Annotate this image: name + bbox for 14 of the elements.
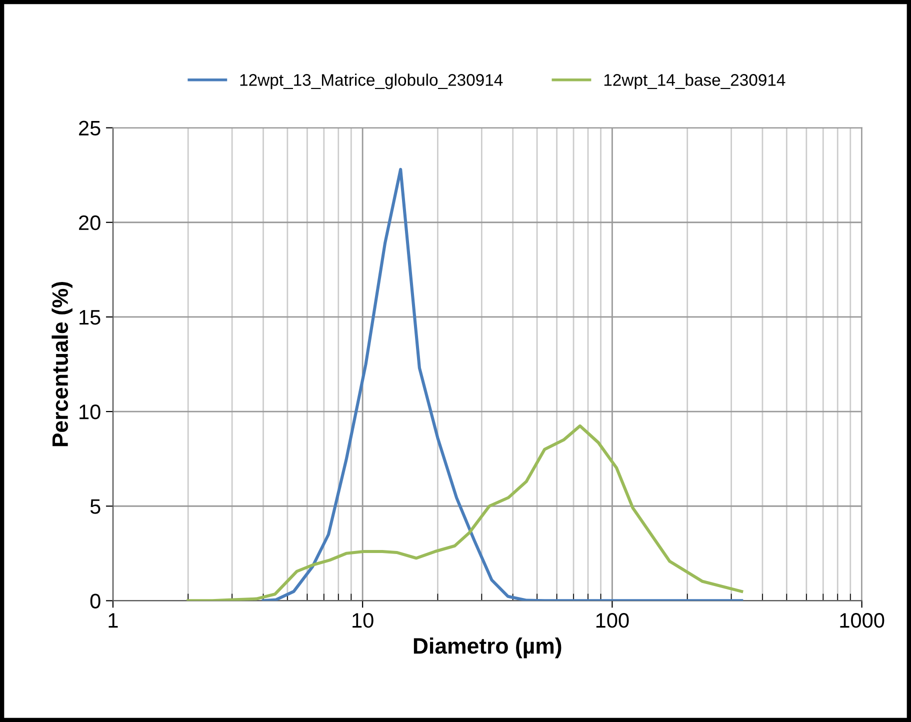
x-tick-label: 1 [108, 613, 118, 628]
y-tick-label: 0 [90, 594, 100, 608]
y-tick-label: 20 [79, 215, 100, 230]
x-tick-label: 10 [352, 613, 374, 628]
legend-label: 12wpt_13_Matrice_globulo_230914 [240, 74, 503, 90]
x-tick-label: 100 [596, 613, 629, 628]
x-axis-title: Diametro (µm) [414, 637, 562, 658]
y-tick-label: 10 [80, 404, 100, 420]
y-tick-label: 25 [79, 120, 100, 136]
y-tick-label: 5 [90, 499, 100, 514]
legend-label: 12wpt_14_base_230914 [604, 74, 786, 90]
x-tick-label: 1000 [840, 613, 884, 628]
y-axis-title: Percentuale (%) [52, 282, 72, 446]
y-tick-label: 15 [80, 310, 100, 325]
